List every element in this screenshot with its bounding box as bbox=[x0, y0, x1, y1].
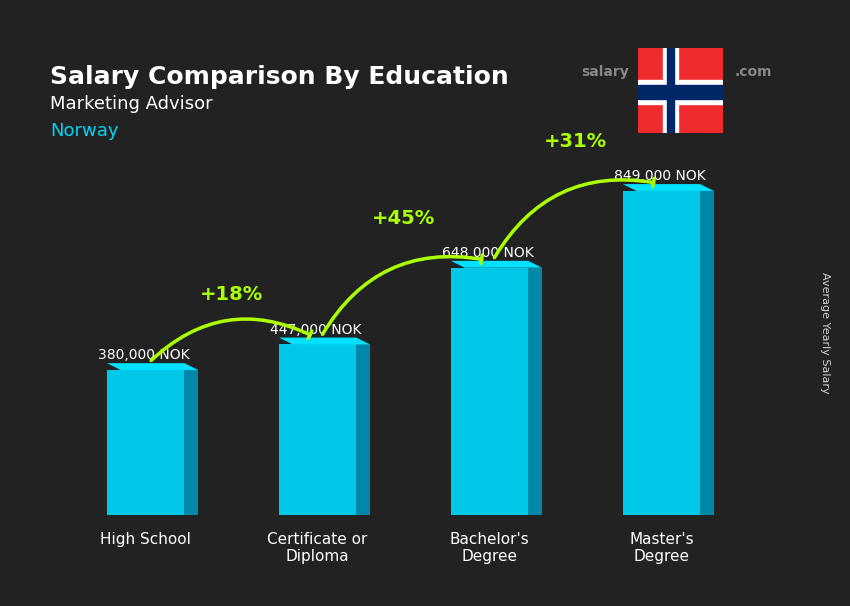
Text: +31%: +31% bbox=[544, 132, 607, 151]
Polygon shape bbox=[528, 268, 542, 515]
Bar bbox=[450, 268, 528, 515]
Bar bbox=[663, 48, 678, 133]
Text: 380,000 NOK: 380,000 NOK bbox=[99, 348, 190, 362]
Polygon shape bbox=[623, 184, 714, 191]
Bar bbox=[279, 344, 356, 515]
Polygon shape bbox=[356, 344, 370, 515]
Text: 849,000 NOK: 849,000 NOK bbox=[615, 169, 706, 184]
Bar bbox=[638, 80, 722, 104]
Polygon shape bbox=[700, 191, 714, 515]
Text: +45%: +45% bbox=[372, 208, 435, 228]
Bar bbox=[638, 85, 722, 99]
Bar bbox=[666, 48, 675, 133]
Text: salary: salary bbox=[581, 65, 629, 79]
Text: Marketing Advisor: Marketing Advisor bbox=[50, 95, 212, 113]
Text: .com: .com bbox=[734, 65, 772, 79]
Polygon shape bbox=[279, 338, 370, 344]
Text: 447,000 NOK: 447,000 NOK bbox=[270, 323, 362, 337]
Text: Norway: Norway bbox=[50, 122, 118, 140]
Polygon shape bbox=[450, 261, 542, 268]
Text: explorer: explorer bbox=[652, 65, 718, 79]
Text: 648,000 NOK: 648,000 NOK bbox=[442, 246, 534, 260]
Bar bbox=[623, 191, 700, 515]
Bar bbox=[107, 370, 184, 515]
Polygon shape bbox=[107, 363, 198, 370]
Text: +18%: +18% bbox=[200, 285, 264, 304]
Polygon shape bbox=[184, 370, 198, 515]
Text: Salary Comparison By Education: Salary Comparison By Education bbox=[50, 65, 509, 88]
Text: Average Yearly Salary: Average Yearly Salary bbox=[819, 273, 830, 394]
